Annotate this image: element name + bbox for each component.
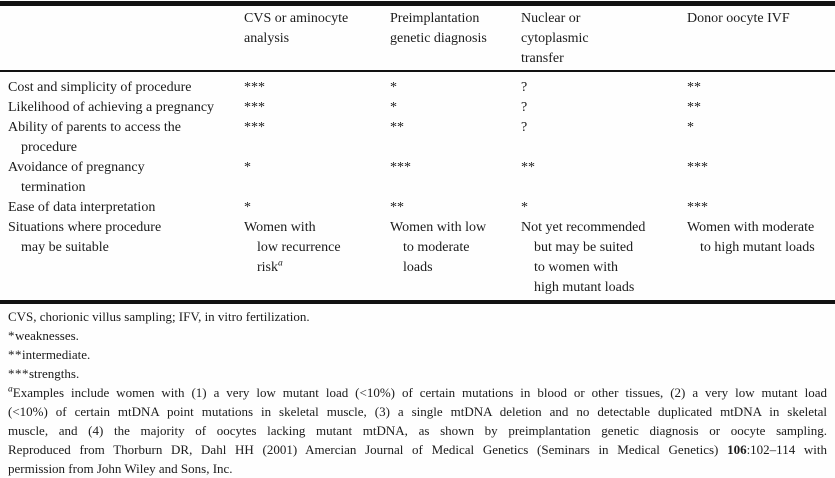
cell-line: Women with (244, 220, 316, 235)
column-header-nct: Nuclear or cytoplasmic transfer (521, 9, 687, 69)
cell-line: but may be suited (534, 240, 634, 255)
situation-cell-cvs: Women with low recurrence riska (244, 218, 390, 298)
cell-line: to moderate (403, 240, 470, 255)
rating-cell: ** (687, 80, 701, 95)
footnote-examples-line3: muscle, and (4) the majority of oocytes … (8, 423, 827, 438)
rating-cell: ? (521, 80, 528, 95)
column-header-line: CVS or aminocyte (244, 11, 349, 26)
rating-cell: ? (521, 120, 528, 135)
footnote-text: intermediate. (22, 347, 91, 362)
row-label-line: Ease of data interpretation (8, 200, 156, 215)
header-spacer (8, 9, 244, 69)
column-header-ivf: Donor oocyte IVF (687, 9, 827, 69)
row-label-line: Situations where procedure (8, 220, 162, 235)
column-header-line: Preimplantation (390, 11, 480, 26)
situation-cell-pgd: Women with low to moderate loads (390, 218, 521, 298)
row-label-line: procedure (21, 140, 77, 155)
citation-text: :102–114 with (746, 442, 828, 457)
footnote-rule (0, 300, 835, 304)
cell-text: risk (257, 260, 278, 275)
row-label-line: may be suitable (21, 240, 109, 255)
rating-cell: * (521, 200, 528, 215)
footnote-abbreviations: CVS, chorionic villus sampling; IFV, in … (8, 309, 310, 324)
footnote-marker-a: a (278, 258, 283, 269)
rating-cell: *** (390, 160, 411, 175)
footnote-examples-line1: aExamples include women with (1) a very … (8, 383, 827, 402)
row-label: Cost and simplicity of procedure (8, 78, 244, 98)
footnote-text: Examples include women with (1) a very l… (12, 385, 827, 400)
rating-cell: *** (244, 100, 265, 115)
asterisk-marker: ** (8, 347, 22, 362)
footnote-text: weaknesses. (15, 328, 79, 343)
cell-line: Women with low (390, 220, 487, 235)
cell-line: to high mutant loads (700, 240, 815, 255)
citation-text: Reproduced from Thorburn DR, Dahl HH (20… (8, 442, 728, 457)
cell-line: high mutant loads (534, 280, 635, 295)
rating-cell: * (390, 100, 397, 115)
column-header-line: transfer (521, 51, 564, 66)
situation-cell-ivf: Women with moderate to high mutant loads (687, 218, 827, 298)
table-row-termination-avoidance: Avoidance of pregnancy termination * ***… (8, 158, 827, 198)
row-label-line: Cost and simplicity of procedure (8, 80, 192, 95)
footnote-strengths: ***strengths. (8, 364, 827, 383)
row-label-line: termination (21, 180, 86, 195)
rating-cell: ** (390, 120, 404, 135)
citation-volume: 106 (727, 442, 747, 457)
rating-cell: * (244, 160, 251, 175)
rating-cell: *** (687, 160, 708, 175)
column-header-line: cytoplasmic (521, 31, 589, 46)
rating-cell: *** (244, 80, 265, 95)
column-header-line: Nuclear or (521, 11, 581, 26)
row-label-line: Likelihood of achieving a pregnancy (8, 100, 215, 115)
rating-cell: *** (687, 200, 708, 215)
cell-line: Not yet recommended (521, 220, 646, 235)
rating-cell: ? (521, 100, 528, 115)
table-row-pregnancy-likelihood: Likelihood of achieving a pregnancy *** … (8, 98, 827, 118)
rating-cell: * (390, 80, 397, 95)
asterisk-marker: *** (8, 366, 29, 381)
table-body: Cost and simplicity of procedure *** * ?… (0, 72, 835, 298)
header-rule (0, 70, 835, 72)
table-row-access: Ability of parents to access the procedu… (8, 118, 827, 158)
rating-cell: ** (687, 100, 701, 115)
rating-cell: ** (521, 160, 535, 175)
table-row-cost: Cost and simplicity of procedure *** * ?… (8, 78, 827, 98)
asterisk-marker: * (8, 328, 15, 343)
footnote-text: strengths. (29, 366, 80, 381)
footnote-intermediate: **intermediate. (8, 345, 827, 364)
top-rule (0, 1, 835, 6)
row-label-line: Avoidance of pregnancy (8, 160, 145, 175)
column-header-line: analysis (244, 31, 290, 46)
row-label: Ability of parents to access the procedu… (8, 118, 244, 158)
column-header-pgd: Preimplantation genetic diagnosis (390, 9, 521, 69)
footnote-marker-a: a (8, 384, 13, 395)
cell-line: to women with (534, 260, 618, 275)
cell-line: loads (403, 260, 433, 275)
table-header-row: CVS or aminocyte analysis Preimplantatio… (0, 6, 835, 70)
rating-cell: *** (244, 120, 265, 135)
table-row-data-interpretation: Ease of data interpretation * ** * *** (8, 198, 827, 218)
column-header-line: Donor oocyte IVF (687, 11, 790, 26)
footnote-citation-line2: permission from John Wiley and Sons, Inc… (8, 461, 233, 476)
footnote-examples-line2: (<10%) of certain mtDNA point mutations … (8, 404, 827, 419)
row-label: Avoidance of pregnancy termination (8, 158, 244, 198)
column-header-line: genetic diagnosis (390, 31, 487, 46)
rating-cell: * (687, 120, 694, 135)
row-label: Ease of data interpretation (8, 198, 244, 218)
cell-line: low recurrence (257, 240, 341, 255)
table-row-situations: Situations where procedure may be suitab… (8, 218, 827, 298)
footnote-weaknesses: *weaknesses. (8, 326, 827, 345)
rating-cell: ** (390, 200, 404, 215)
footnote-citation-line1: Reproduced from Thorburn DR, Dahl HH (20… (8, 440, 827, 459)
situation-cell-nct: Not yet recommended but may be suited to… (521, 218, 687, 298)
row-label-line: Ability of parents to access the (8, 120, 182, 135)
row-label: Situations where procedure may be suitab… (8, 218, 244, 298)
footnotes: CVS, chorionic villus sampling; IFV, in … (0, 304, 835, 478)
cell-line: riska (244, 258, 390, 278)
cell-line: Women with moderate (687, 220, 815, 235)
column-header-cvs: CVS or aminocyte analysis (244, 9, 390, 69)
rating-cell: * (244, 200, 251, 215)
row-label: Likelihood of achieving a pregnancy (8, 98, 244, 118)
